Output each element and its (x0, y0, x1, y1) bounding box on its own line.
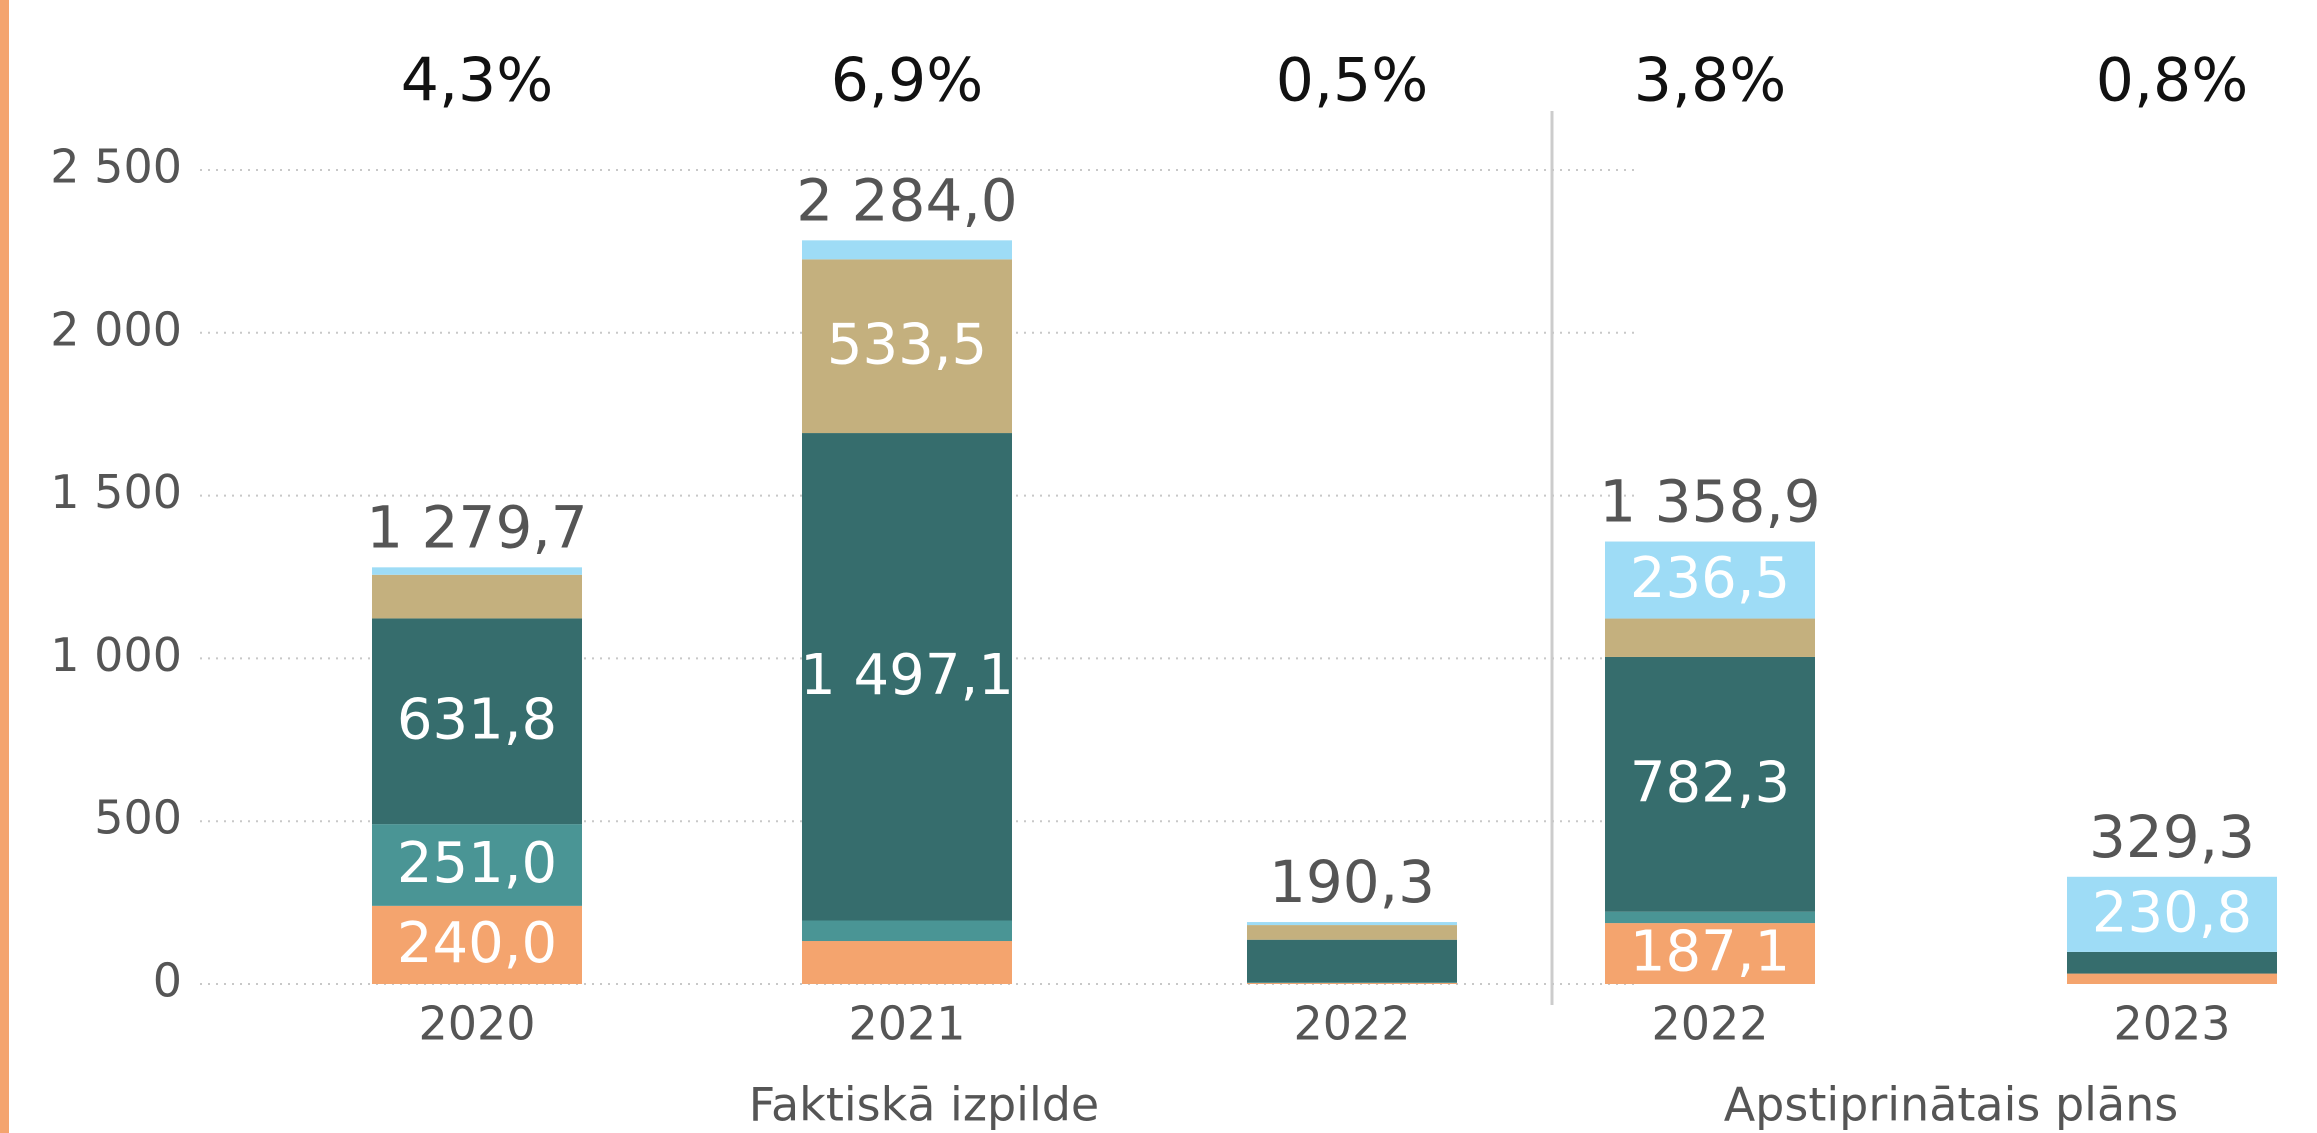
x-tick-label: 2022 (1293, 997, 1410, 1051)
x-tick-label: 2023 (2113, 997, 2230, 1051)
y-tick-label: 1 000 (50, 628, 182, 682)
data-label: 251,0 (397, 831, 557, 896)
data-label: 240,0 (397, 911, 557, 976)
y-tick-label: 500 (94, 791, 182, 845)
bar-segment (1605, 618, 1815, 657)
x-tick-label: 2020 (418, 997, 535, 1051)
bar-segment (1247, 939, 1457, 983)
bar-segment (802, 941, 1012, 984)
percent-label: 0,8% (2096, 46, 2248, 116)
total-label: 190,3 (1269, 848, 1435, 916)
bar-segment (2067, 876, 2277, 952)
data-label: 631,8 (397, 687, 557, 752)
bar-segment (802, 920, 1012, 942)
bar-segment (1247, 922, 1457, 926)
data-label: 1 497,1 (800, 643, 1014, 708)
data-label: 230,8 (2092, 880, 2252, 945)
percent-label: 3,8% (1634, 46, 1786, 116)
y-tick-label: 0 (153, 954, 182, 1008)
percent-label: 6,9% (831, 46, 983, 116)
total-label: 2 284,0 (796, 166, 1017, 234)
data-label: 533,5 (827, 312, 987, 377)
bar-segment (1605, 923, 1815, 984)
data-label: 236,5 (1630, 546, 1790, 611)
percent-label: 4,3% (401, 46, 553, 116)
bar-segment (802, 259, 1012, 434)
left-border (0, 0, 9, 1133)
bar-segment (372, 567, 582, 575)
y-tick-label: 2 500 (50, 140, 182, 194)
data-label: 187,1 (1630, 920, 1790, 985)
x-tick-label: 2022 (1651, 997, 1768, 1051)
bar-segment (372, 824, 582, 906)
bar-segment (802, 433, 1012, 921)
bar-segment (1605, 541, 1815, 619)
total-label: 1 279,7 (366, 493, 587, 561)
bar-segment (372, 574, 582, 619)
bar-segment (372, 905, 582, 984)
bar-segment (1605, 911, 1815, 924)
x-tick-label: 2021 (848, 997, 965, 1051)
group-label: Apstiprinātais plāns (1724, 1078, 2179, 1132)
data-label: 782,3 (1630, 750, 1790, 815)
bar-segment (1247, 925, 1457, 940)
bar-segment (2067, 951, 2277, 974)
total-label: 329,3 (2089, 803, 2255, 871)
bar-segment (1247, 983, 1457, 984)
y-tick-label: 2 000 (50, 302, 182, 356)
percent-label: 0,5% (1276, 46, 1428, 116)
bar-segment (2067, 973, 2277, 984)
bar-segment (1605, 656, 1815, 912)
bar-segment (372, 618, 582, 825)
total-label: 1 358,9 (1599, 468, 1820, 536)
bar-segment (802, 240, 1012, 260)
bar-segment (1247, 982, 1457, 984)
y-tick-label: 1 500 (50, 465, 182, 519)
group-label: Faktiskā izpilde (749, 1078, 1099, 1132)
